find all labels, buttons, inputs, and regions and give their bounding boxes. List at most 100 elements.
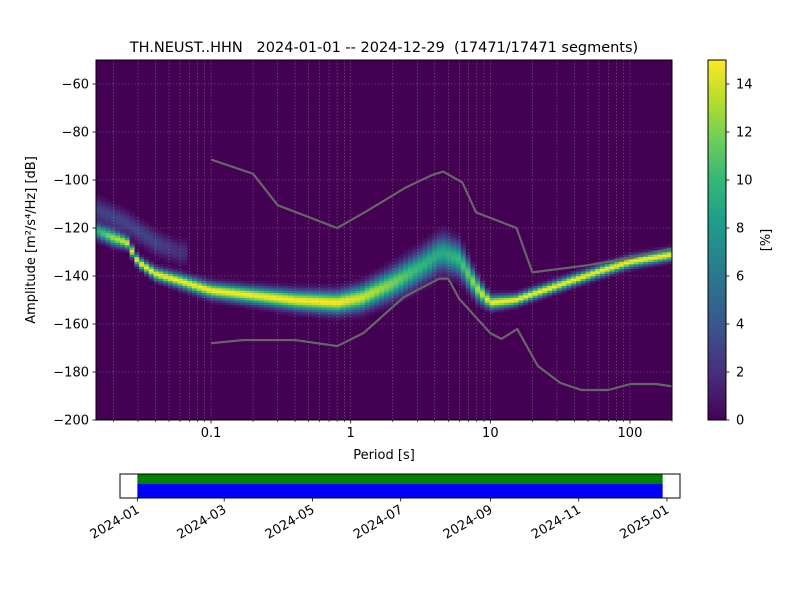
heatmap-cell: [446, 273, 452, 277]
heatmap-cell: [172, 259, 178, 262]
heatmap-cell: [96, 194, 102, 198]
colorbar-segment: [708, 248, 726, 253]
heatmap-cell: [600, 276, 606, 279]
heatmap-cell: [211, 290, 217, 294]
heatmap-cell: [211, 283, 217, 286]
heatmap-cell: [465, 290, 471, 294]
heatmap-cell: [436, 254, 442, 258]
heatmap-cell: [422, 280, 428, 284]
heatmap-cell: [129, 254, 135, 258]
heatmap-cell: [638, 264, 644, 267]
heatmap-cell: [355, 314, 361, 318]
heatmap-cell: [340, 297, 346, 301]
heatmap-cell: [403, 283, 409, 286]
heatmap-cell: [172, 252, 178, 255]
heatmap-cell: [187, 292, 193, 296]
heatmap-cell: [177, 252, 183, 255]
heatmap-cell: [446, 249, 452, 253]
heatmap-cell: [240, 290, 246, 294]
heatmap-cell: [148, 244, 154, 248]
heatmap-cell: [168, 235, 174, 238]
heatmap-cell: [96, 199, 102, 202]
heatmap-cell: [230, 297, 236, 301]
heatmap-cell: [148, 252, 154, 255]
heatmap-cell: [177, 261, 183, 265]
heatmap-cell: [480, 302, 486, 306]
heatmap-cell: [412, 278, 418, 282]
heatmap-cell: [585, 271, 591, 274]
heatmap-cell: [388, 261, 394, 265]
heatmap-cell: [384, 280, 390, 284]
heatmap-cell: [110, 223, 116, 226]
heatmap-cell: [446, 240, 452, 243]
heatmap-cell: [244, 288, 250, 291]
heatmap-cell: [288, 307, 294, 310]
heatmap-cell: [360, 300, 366, 303]
heatmap-cell: [456, 261, 462, 265]
heatmap-cell: [326, 290, 332, 294]
heatmap-cell: [211, 292, 217, 296]
heatmap-cell: [172, 249, 178, 253]
heatmap-cell: [115, 235, 121, 238]
heatmap-cell: [124, 242, 130, 246]
heatmap-cell: [182, 259, 188, 262]
heatmap-cell: [388, 288, 394, 291]
heatmap-cell: [340, 300, 346, 303]
heatmap-cell: [355, 285, 361, 289]
heatmap-cell: [427, 266, 433, 270]
heatmap-cell: [494, 304, 500, 308]
colorbar-segment: [708, 180, 726, 185]
heatmap-cell: [110, 211, 116, 214]
heatmap-cell: [120, 244, 126, 248]
heatmap-cell: [312, 290, 318, 294]
heatmap-cell: [124, 216, 130, 219]
heatmap-cell: [153, 273, 159, 277]
heatmap-cell: [206, 276, 212, 279]
heatmap-cell: [302, 295, 308, 298]
heatmap-cell: [451, 268, 457, 272]
heatmap-cell: [235, 283, 241, 286]
heatmap-cell: [403, 254, 409, 258]
heatmap-cell: [110, 201, 116, 205]
heatmap-cell: [331, 283, 337, 286]
heatmap-cell: [628, 261, 634, 265]
heatmap-cell: [619, 268, 625, 272]
colorbar-segment: [708, 400, 726, 405]
colorbar-segment: [708, 220, 726, 225]
heatmap-cell: [307, 297, 313, 301]
heatmap-cell: [513, 304, 519, 308]
heatmap-cell: [163, 244, 169, 248]
heatmap-cell: [364, 307, 370, 310]
heatmap-cell: [614, 261, 620, 265]
heatmap-cell: [124, 237, 130, 241]
heatmap-cell: [412, 259, 418, 262]
colorbar-segment: [708, 280, 726, 285]
heatmap-cell: [441, 271, 447, 274]
heatmap-cell: [331, 297, 337, 301]
heatmap-cell: [417, 249, 423, 253]
heatmap-cell: [398, 276, 404, 279]
heatmap-cell: [158, 280, 164, 284]
heatmap-cell: [460, 242, 466, 246]
heatmap-cell: [110, 206, 116, 210]
heatmap-cell: [460, 259, 466, 262]
heatmap-cell: [321, 307, 327, 310]
colorbar-segment: [708, 264, 726, 269]
heatmap-cell: [345, 302, 351, 306]
heatmap-cell: [427, 249, 433, 253]
heatmap-cell: [518, 295, 524, 298]
heatmap-cell: [307, 292, 313, 296]
heatmap-cell: [148, 240, 154, 243]
heatmap-cell: [465, 285, 471, 289]
heatmap-cell: [436, 249, 442, 253]
heatmap-cell: [614, 271, 620, 274]
heatmap-cell: [110, 208, 116, 212]
colorbar-segment: [708, 348, 726, 353]
colorbar-segment: [708, 192, 726, 197]
heatmap-cell: [148, 259, 154, 262]
heatmap-cell: [379, 297, 385, 301]
heatmap-cell: [302, 307, 308, 310]
heatmap-cell: [408, 249, 414, 253]
heatmap-cell: [648, 264, 654, 267]
heatmap-cell: [360, 290, 366, 294]
